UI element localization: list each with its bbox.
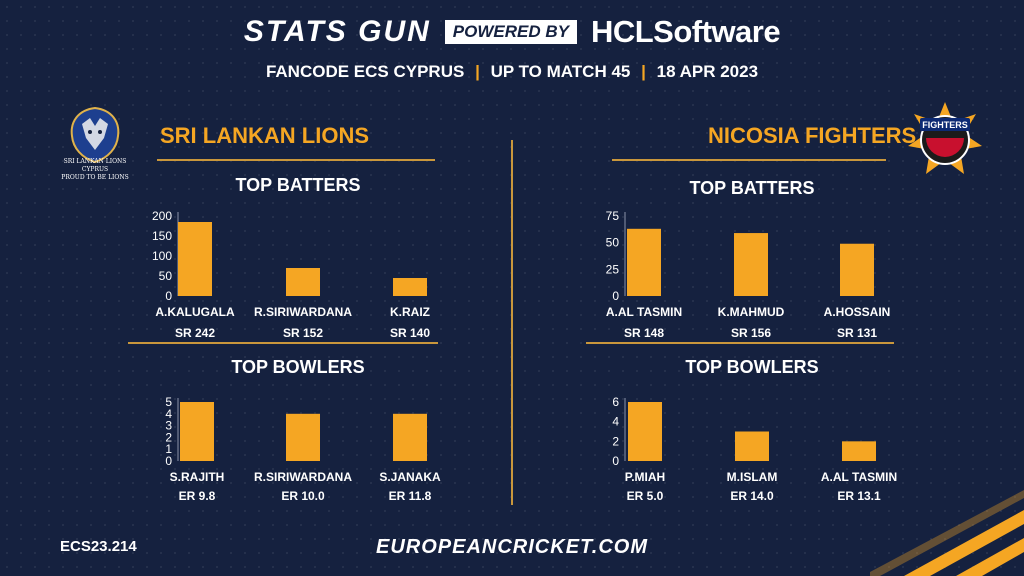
team-name-left: SRI LANKAN LIONS bbox=[160, 123, 369, 148]
stat-label: SR 152 bbox=[283, 326, 323, 340]
lions-logo-line: SRI LANKAN LIONS bbox=[63, 158, 127, 165]
sri-lankan-lions-logo-icon bbox=[70, 106, 120, 164]
y-tick-label: 0 bbox=[612, 454, 619, 468]
y-tick-label: 25 bbox=[606, 262, 620, 276]
header-title-row: STATS GUN POWERED BY HCLSoftware bbox=[0, 14, 1024, 50]
stat-label: ER 5.0 bbox=[627, 489, 664, 503]
bar bbox=[393, 413, 427, 461]
y-tick-label: 5 bbox=[165, 395, 172, 409]
stat-label: ER 11.8 bbox=[389, 489, 432, 503]
y-tick-label: 4 bbox=[612, 415, 619, 429]
section-title-right-bowlers: TOP BOWLERS bbox=[685, 357, 819, 377]
svg-text:FIGHTERS: FIGHTERS bbox=[922, 120, 968, 130]
category-label: S.JANAKA bbox=[379, 470, 441, 484]
stat-label: ER 9.8 bbox=[179, 489, 216, 503]
subtitle-date: 18 APR 2023 bbox=[656, 62, 759, 81]
y-tick-label: 75 bbox=[606, 209, 620, 223]
y-tick-label: 100 bbox=[152, 249, 172, 263]
brand-title: STATS GUN bbox=[243, 15, 431, 48]
category-label: K.MAHMUD bbox=[718, 305, 785, 319]
y-tick-label: 4 bbox=[165, 407, 172, 421]
y-tick-label: 0 bbox=[612, 289, 619, 303]
category-label: P.MIAH bbox=[625, 470, 665, 484]
team-underline-left bbox=[157, 159, 435, 161]
y-tick-label: 50 bbox=[159, 269, 173, 283]
bar bbox=[178, 222, 212, 296]
y-tick-label: 0 bbox=[165, 454, 172, 468]
subtitle-competition: FANCODE ECS CYPRUS bbox=[265, 62, 465, 81]
y-tick-label: 150 bbox=[152, 229, 172, 243]
category-label: A.KALUGALA bbox=[155, 305, 235, 319]
subtitle-separator: | bbox=[475, 62, 480, 81]
category-label: A.AL TASMIN bbox=[821, 470, 897, 484]
category-label: A.HOSSAIN bbox=[824, 305, 891, 319]
stat-label: SR 131 bbox=[837, 326, 877, 340]
bar bbox=[842, 441, 876, 461]
stat-label: SR 148 bbox=[624, 326, 664, 340]
category-label: M.ISLAM bbox=[727, 470, 778, 484]
lions-logo-line: CYPRUS bbox=[81, 166, 109, 173]
category-label: R.SIRIWARDANA bbox=[254, 305, 352, 319]
y-tick-label: 1 bbox=[165, 442, 172, 456]
bar bbox=[840, 243, 874, 296]
stat-label: SR 242 bbox=[175, 326, 215, 340]
decorative-stripes bbox=[870, 490, 1024, 576]
bar bbox=[627, 228, 661, 296]
team-name-right: NICOSIA FIGHTERS bbox=[708, 123, 917, 148]
y-tick-label: 200 bbox=[152, 209, 172, 223]
center-divider bbox=[511, 140, 513, 505]
section-title-left-bowlers: TOP BOWLERS bbox=[231, 357, 365, 377]
subtitle-match: UP TO MATCH 45 bbox=[490, 62, 631, 81]
team-underline-right bbox=[612, 159, 886, 161]
footer-url: EUROPEANCRICKET.COM bbox=[376, 536, 648, 558]
bar bbox=[393, 278, 427, 296]
stat-label: SR 156 bbox=[731, 326, 771, 340]
footer-code: ECS23.214 bbox=[60, 538, 137, 555]
nicosia-fighters-logo-icon: FIGHTERS bbox=[908, 102, 982, 174]
bar bbox=[286, 413, 320, 461]
bar bbox=[628, 402, 662, 461]
stat-label: ER 14.0 bbox=[730, 489, 774, 503]
category-label: R.SIRIWARDANA bbox=[254, 470, 352, 484]
section-divider-left bbox=[128, 342, 438, 344]
y-tick-label: 50 bbox=[606, 236, 620, 250]
lions-logo-caption: SRI LANKAN LIONS CYPRUS PROUD TO BE LION… bbox=[52, 158, 138, 182]
section-title-left-batters: TOP BATTERS bbox=[235, 175, 361, 195]
section-divider-right bbox=[586, 342, 894, 344]
sponsor-logo-text: HCLSoftware bbox=[590, 14, 781, 49]
stat-label: ER 10.0 bbox=[281, 489, 325, 503]
y-tick-label: 2 bbox=[612, 434, 619, 448]
y-tick-label: 3 bbox=[165, 419, 172, 433]
subtitle: FANCODE ECS CYPRUS | UP TO MATCH 45 | 18… bbox=[0, 62, 1024, 82]
bar bbox=[180, 402, 214, 461]
category-label: S.RAJITH bbox=[170, 470, 225, 484]
stat-label: ER 13.1 bbox=[837, 489, 881, 503]
bar bbox=[286, 268, 320, 296]
stat-label: SR 140 bbox=[390, 326, 430, 340]
y-tick-label: 0 bbox=[165, 289, 172, 303]
bar bbox=[734, 233, 768, 296]
lions-logo-line: PROUD TO BE LIONS bbox=[61, 174, 129, 181]
category-label: A.AL TASMIN bbox=[606, 305, 682, 319]
y-tick-label: 6 bbox=[612, 395, 619, 409]
category-label: K.RAIZ bbox=[390, 305, 430, 319]
section-title-right-batters: TOP BATTERS bbox=[689, 178, 815, 198]
subtitle-separator: | bbox=[641, 62, 646, 81]
powered-by-badge: POWERED BY bbox=[444, 20, 577, 44]
y-tick-label: 2 bbox=[165, 430, 172, 444]
bar bbox=[735, 431, 769, 461]
